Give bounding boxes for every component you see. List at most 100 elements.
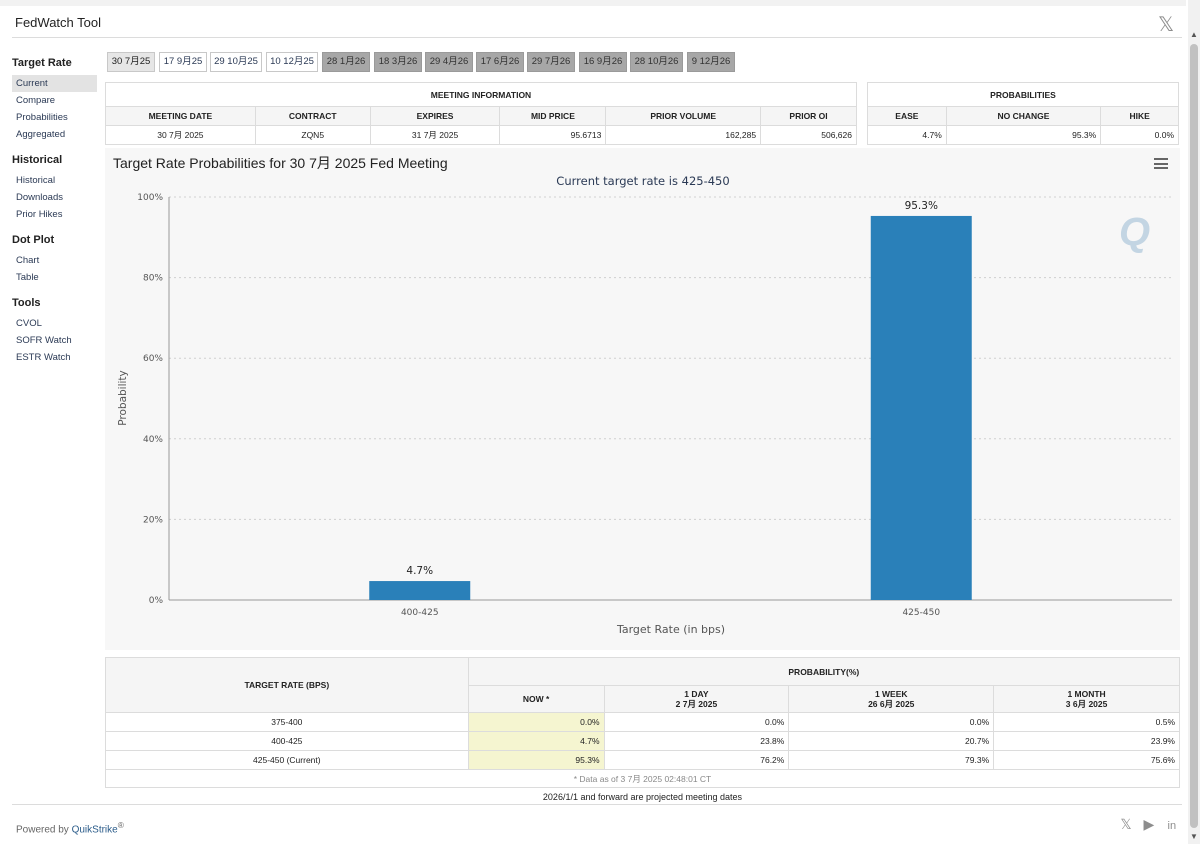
meeting-date: 30 7月 2025 [105,125,256,145]
col-header: PRIOR OI [760,106,857,126]
rate-cell: 375-400 [105,712,469,732]
prior-volume: 162,285 [605,125,762,145]
scroll-up-icon[interactable]: ▲ [1190,30,1198,39]
sidebar-item-downloads[interactable]: Downloads [16,192,63,203]
tab-meeting[interactable]: 10 12月25 [266,52,318,72]
sidebar-item-current[interactable]: Current [12,75,97,92]
chart-title: Target Rate Probabilities for 30 7月 2025… [113,155,448,171]
tab-meeting[interactable]: 29 10月25 [210,52,262,72]
chart-panel: Current target rate is 425-450 0% 20% 40% 60… [105,148,1180,650]
scroll-thumb[interactable] [1190,44,1198,828]
now-cell: 4.7% [467,731,605,751]
now-cell: 95.3% [467,750,605,770]
sidebar-item-prior-hikes[interactable]: Prior Hikes [16,209,63,220]
week-cell: 0.0% [788,712,995,732]
month-cell: 0.5% [993,712,1180,732]
probabilities-caption: PROBABILITIES [867,82,1179,107]
chart-subtitle: Current target rate is 425-450 [556,174,729,188]
x-icon[interactable]: 𝕏 [1120,816,1132,832]
tab-meeting[interactable]: 18 3月26 [374,52,422,72]
sidebar-heading: Historical [12,154,63,166]
probabilities-table: PROBABILITIES EASE NO CHANGE HIKE 4.7% 9… [867,82,1179,145]
x-tick-label: 425-450 [902,608,940,618]
table-row: 400-425 4.7% 23.8% 20.7% 23.9% [105,731,1180,751]
bar [870,215,972,600]
sidebar-item-probabilities[interactable]: Probabilities [16,112,68,123]
ease-value: 4.7% [867,125,947,145]
sidebar-item-estr-watch[interactable]: ESTR Watch [16,352,71,363]
y-tick-label: 0% [149,596,164,606]
table-row: 425-450 (Current) 95.3% 76.2% 79.3% 75.6… [105,750,1180,770]
sidebar-item-aggregated[interactable]: Aggregated [16,129,66,140]
tab-meeting[interactable]: 9 12月26 [687,52,735,72]
rate-cell: 400-425 [105,731,469,751]
sidebar-item-chart[interactable]: Chart [16,255,40,266]
col-header: EXPIRES [369,106,501,126]
app-title: FedWatch Tool [15,15,101,30]
rate-cell: 425-450 (Current) [105,750,469,770]
table-row: 375-400 0.0% 0.0% 0.0% 0.5% [105,712,1180,732]
sidebar-heading: Dot Plot [12,234,55,246]
sidebar-item-table[interactable]: Table [16,272,39,283]
probability-group-header: PROBABILITY(%) [467,657,1181,686]
tab-meeting[interactable]: 29 7月26 [527,52,575,72]
x-icon[interactable]: 𝕏 [1158,14,1175,36]
col-header: PRIOR VOLUME [605,106,762,126]
y-axis-label: Probability [117,370,129,426]
data-label: 4.7% [406,565,433,577]
col-header: NO CHANGE [945,106,1102,126]
bar [369,581,471,600]
tab-meeting[interactable]: 28 1月26 [322,52,370,72]
sidebar-item-cvol[interactable]: CVOL [16,318,42,329]
youtube-icon[interactable]: ▶ [1143,816,1155,832]
sidebar-item-sofr-watch[interactable]: SOFR Watch [16,335,72,346]
x-tick-label: 400-425 [401,608,439,618]
data-label: 95.3% [905,200,938,212]
y-tick-label: 100% [137,193,163,203]
sidebar-section-dot-plot: Dot Plot Chart Table [12,232,97,286]
meeting-info-caption: MEETING INFORMATION [105,82,857,107]
y-tick-label: 60% [143,354,163,364]
col-header: CONTRACT [254,106,371,126]
one-month-header: 1 MONTH 3 6月 2025 [993,685,1180,713]
sidebar: Target Rate Current Compare Probabilitie… [12,55,97,366]
sidebar-section-historical: Historical Historical Downloads Prior Hi… [12,152,97,223]
target-rate-header: TARGET RATE (BPS) [105,657,469,713]
one-day-header: 1 DAY 2 7月 2025 [603,685,790,713]
now-cell: 0.0% [467,712,605,732]
target-rate-table: TARGET RATE (BPS) PROBABILITY(%) NOW * 1… [105,657,1181,788]
y-tick-label: 80% [143,274,163,284]
quikstrike-logo: Q [1119,210,1151,254]
tab-meeting[interactable]: 29 4月26 [425,52,473,72]
prior-oi: 506,626 [760,125,857,145]
scrollbar[interactable]: ▲ ▼ [1188,0,1200,844]
hike-value: 0.0% [1100,125,1179,145]
now-header: NOW * [467,685,605,713]
footer-divider [12,804,1182,805]
tab-meeting[interactable]: 28 10月26 [630,52,683,72]
data-as-of-note: * Data as of 3 7月 2025 02:48:01 CT [105,769,1180,788]
bar-chart: Current target rate is 425-450 0% 20% 40% 60… [117,174,1172,636]
tab-meeting[interactable]: 17 6月26 [476,52,524,72]
day-cell: 23.8% [603,731,790,751]
expires: 31 7月 2025 [369,125,501,145]
one-week-header: 1 WEEK 26 6月 2025 [788,685,995,713]
y-tick-label: 20% [143,515,163,525]
powered-by-label: Powered by [16,824,69,836]
header-divider [12,37,1182,38]
tab-meeting[interactable]: 17 9月25 [159,52,207,72]
sidebar-item-compare[interactable]: Compare [16,95,56,106]
week-cell: 20.7% [788,731,995,751]
hamburger-menu-icon[interactable] [1154,158,1168,169]
no-change-value: 95.3% [945,125,1102,145]
sidebar-heading: Tools [12,297,41,309]
sidebar-item-historical[interactable]: Historical [16,175,56,186]
col-header: MEETING DATE [105,106,256,126]
sidebar-section-target-rate: Target Rate Current Compare Probabilitie… [12,55,97,143]
tab-meeting[interactable]: 30 7月25 [107,52,155,72]
day-cell: 0.0% [603,712,790,732]
quikstrike-link[interactable]: QuikStrike [71,824,118,836]
linkedin-icon[interactable]: in [1167,820,1177,832]
tab-meeting[interactable]: 16 9月26 [579,52,627,72]
scroll-down-icon[interactable]: ▼ [1190,832,1198,841]
